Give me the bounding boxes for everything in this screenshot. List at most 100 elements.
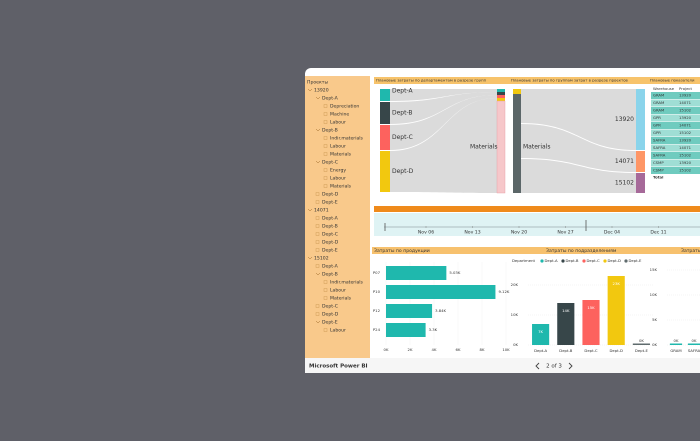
- x-tick-label: 8K: [480, 347, 485, 352]
- sankey-label: Dept-D: [392, 168, 414, 175]
- table-cell: SAFRA: [653, 138, 666, 143]
- tree-item[interactable]: Dept-B: [322, 128, 338, 134]
- tree-item[interactable]: Machine: [330, 112, 349, 118]
- slicer-title: Проекты: [307, 80, 328, 86]
- tree-item[interactable]: Dept-A: [322, 264, 339, 270]
- checkbox: [315, 264, 320, 268]
- y-tick-label: 10K: [650, 292, 658, 297]
- tree-item[interactable]: Dept-E: [322, 320, 338, 326]
- sankey-node: [380, 89, 390, 101]
- checkbox: [323, 152, 328, 156]
- sankey-node: [636, 173, 645, 193]
- chart-title-strip: [372, 247, 700, 254]
- tree-item[interactable]: Energy: [330, 168, 346, 174]
- value-label: 0K: [692, 338, 697, 343]
- table-row: [651, 92, 700, 99]
- tree-item[interactable]: Labour: [330, 144, 346, 150]
- tree-item[interactable]: Indir.materials: [330, 280, 364, 286]
- table-header: Project: [679, 86, 693, 91]
- value-label: 9.12K: [498, 289, 509, 294]
- tree-item[interactable]: Dept-C: [322, 232, 338, 238]
- tree-item[interactable]: Labour: [330, 176, 346, 182]
- tree-item[interactable]: Labour: [330, 288, 346, 294]
- tree-item[interactable]: Materials: [330, 152, 352, 158]
- tree-item[interactable]: Dept-A: [322, 96, 339, 102]
- checkbox: [323, 144, 328, 148]
- sankey-label: Materials: [523, 144, 551, 151]
- expand-icon: [315, 320, 321, 324]
- y-tick-label: P10: [373, 289, 381, 294]
- bar: [386, 266, 447, 280]
- legend-dot: [582, 259, 586, 263]
- x-tick-label: Dept-D: [609, 348, 623, 353]
- tree-item[interactable]: Dept-D: [322, 192, 339, 198]
- tree-item[interactable]: Dept-C: [322, 304, 338, 310]
- tree-item[interactable]: Materials: [330, 296, 352, 302]
- tree-item[interactable]: Dept-A: [322, 216, 339, 222]
- legend-label: Dept-B: [566, 258, 579, 263]
- tree-item[interactable]: Dept-D: [322, 240, 339, 246]
- table-row: [651, 99, 700, 107]
- table-cell: CSMP: [653, 168, 664, 173]
- table-cell: 15102: [679, 168, 692, 173]
- tree-item[interactable]: Dept-B: [322, 224, 338, 230]
- tree-item[interactable]: Materials: [330, 184, 352, 190]
- x-tick-label: GRAM: [670, 348, 681, 353]
- tree-item[interactable]: Labour: [330, 120, 346, 126]
- table-row: [651, 144, 700, 152]
- sankey-flow: [521, 89, 636, 150]
- header-title: Плановые затраты по группам затрат в раз…: [511, 78, 629, 83]
- value-label: 23K: [613, 281, 621, 286]
- sankey-node: [380, 151, 390, 192]
- sankey-flow: [390, 89, 497, 101]
- y-tick-label: P24: [373, 327, 381, 332]
- sankey-label: Dept-C: [392, 134, 413, 141]
- x-tick-label: 10K: [502, 347, 510, 352]
- legend-dot: [624, 259, 628, 263]
- page-indicator: 2 of 3: [546, 364, 562, 370]
- prev-page[interactable]: [535, 362, 540, 370]
- checkbox: [323, 184, 328, 188]
- tree-item[interactable]: Labour: [330, 328, 346, 334]
- bar: [607, 276, 625, 345]
- value-label: 0K: [639, 338, 644, 343]
- tree-item[interactable]: Dept-C: [322, 160, 338, 166]
- header-title: Плановые затраты по департаментам в разр…: [376, 78, 487, 83]
- tree-item[interactable]: Dept-E: [322, 248, 338, 254]
- app-name: Microsoft Power BI: [309, 364, 368, 370]
- tree-item[interactable]: Indir.materials: [330, 136, 364, 142]
- next-page[interactable]: [568, 362, 573, 370]
- tree-item[interactable]: Dept-D: [322, 312, 339, 318]
- legend-dot: [603, 259, 607, 263]
- table-cell: 13920: [679, 160, 692, 165]
- bar: [386, 304, 433, 318]
- sankey-flow: [390, 95, 497, 150]
- y-tick-label: P12: [373, 308, 381, 313]
- tree-item[interactable]: Dept-B: [322, 272, 338, 278]
- y-tick-label: 20K: [511, 282, 519, 287]
- sankey-label: Dept-B: [392, 110, 413, 117]
- checkbox: [323, 296, 328, 300]
- sankey-label: Dept-A: [392, 88, 414, 95]
- table-cell: 13920: [679, 93, 692, 98]
- x-tick-label: Dept-B: [559, 348, 572, 353]
- bar: [687, 343, 700, 345]
- table-cell: 14071: [679, 123, 692, 128]
- tree-item[interactable]: Depreciation: [330, 104, 359, 110]
- tree-item[interactable]: 13920: [314, 88, 329, 94]
- sankey-node: [380, 102, 390, 124]
- tree-item[interactable]: 15102: [314, 256, 329, 262]
- sankey-node: [380, 125, 390, 150]
- tree-item[interactable]: Dept-E: [322, 200, 338, 206]
- x-tick-label: 6K: [456, 347, 461, 352]
- tree-item[interactable]: 14071: [314, 208, 329, 214]
- sankey-stripe: [497, 98, 505, 101]
- y-tick-label: 5K: [652, 317, 657, 322]
- x-tick-label: Dept-C: [584, 348, 598, 353]
- table-cell: SAFRA: [653, 153, 666, 158]
- sankey-stripe: [513, 89, 521, 94]
- table-row: [651, 167, 700, 174]
- table-row: [651, 107, 700, 114]
- bar: [386, 323, 426, 337]
